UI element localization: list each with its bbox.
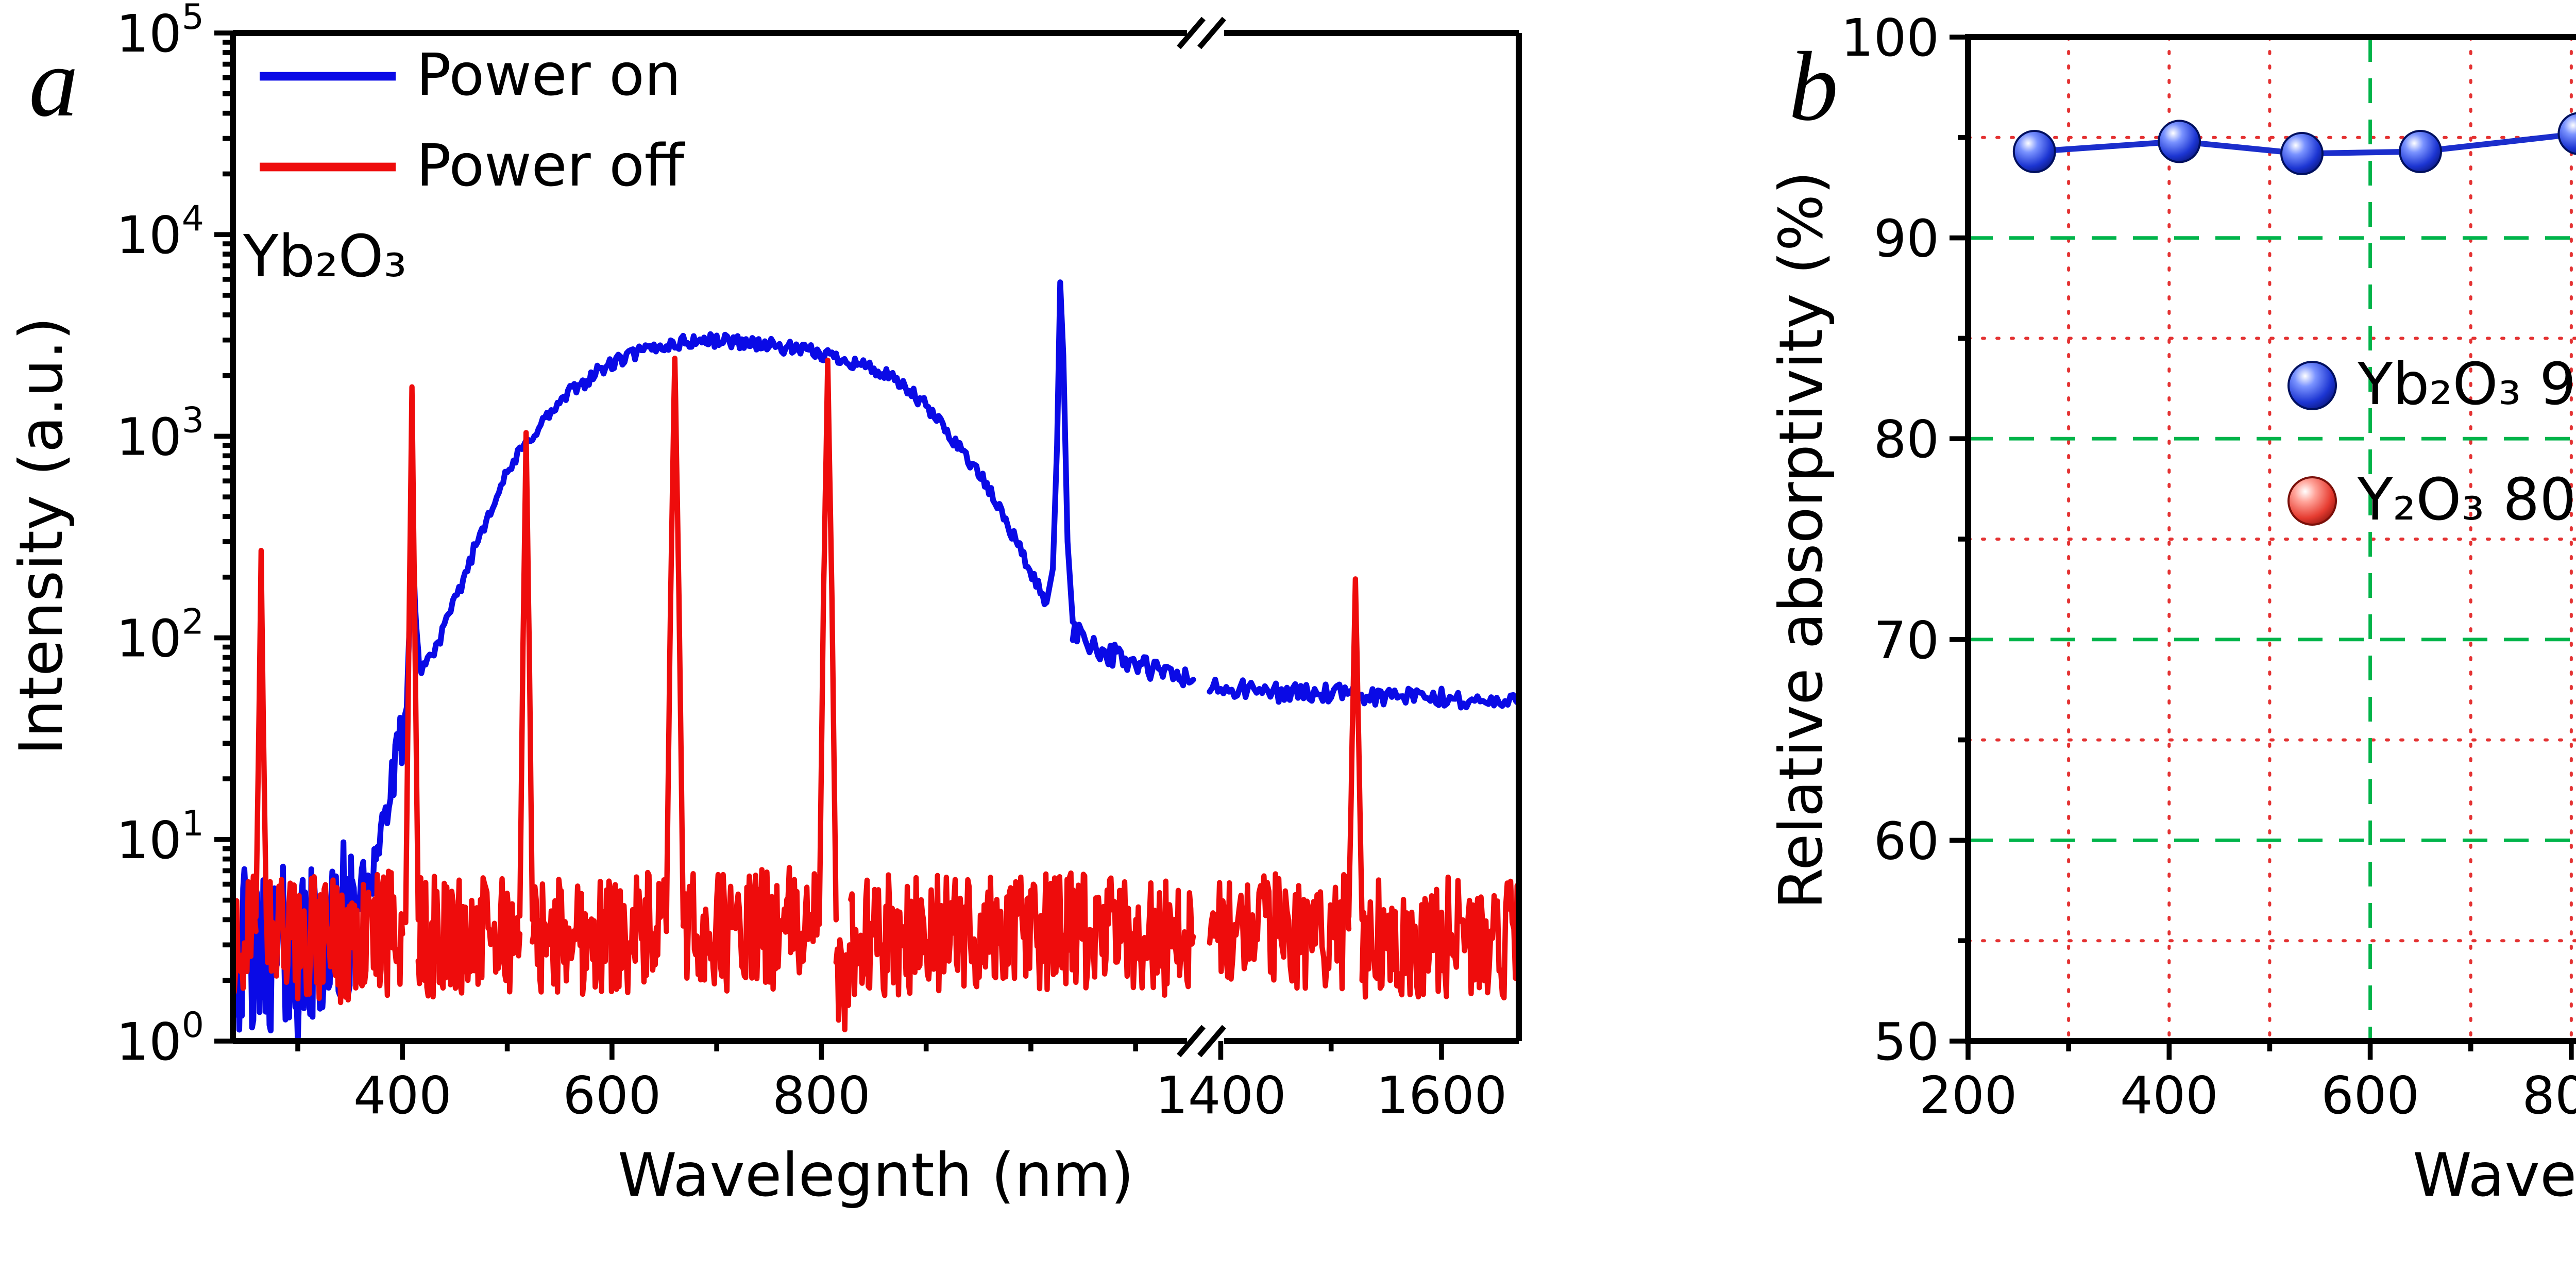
data-point-yb2o3 xyxy=(2158,120,2201,163)
legend-yb2o3-sphere-icon xyxy=(2287,361,2337,410)
panel-b-legend: Yb₂O₃ 980 nm laser pump Y₂O₃ 808 nm lase… xyxy=(2287,351,2576,533)
y-tick-label: 105 xyxy=(116,0,204,64)
panel-a-curves-layer xyxy=(233,279,1519,1041)
y-tick-label: 100 xyxy=(1841,8,1939,68)
panel-b: 2004006008001000120014001600506070809010… xyxy=(1767,8,2576,1210)
legend-y2o3-sphere-icon xyxy=(2287,476,2337,526)
curve-power-off xyxy=(233,873,259,995)
panel-b-x-axis-title: Wavelength (nm) xyxy=(2413,1141,2576,1210)
panel-a-legend: Power on Power off xyxy=(260,42,686,199)
panel-a-frame xyxy=(230,30,1522,1044)
y-tick-label: 50 xyxy=(1874,1012,1939,1072)
data-point-yb2o3 xyxy=(2399,130,2442,173)
axis-break-mark xyxy=(1177,1025,1206,1058)
y-tick-label: 102 xyxy=(116,602,204,669)
legend-power-off-label: Power off xyxy=(416,132,686,199)
y-tick-label: 101 xyxy=(116,804,204,871)
x-tick-label: 800 xyxy=(2522,1065,2576,1126)
sample-annotation: Yb₂O₃ xyxy=(243,223,406,290)
x-tick-label: 800 xyxy=(772,1065,871,1126)
legend-yb2o3-label: Yb₂O₃ 980 nm laser pump xyxy=(2357,351,2576,418)
curve-power-off xyxy=(1207,871,1352,992)
axis-break-mark xyxy=(1177,16,1206,49)
curve-power-off xyxy=(253,547,269,923)
panel-a: 400 600 800 1400 1600 100 101 102 103 104 105 a Wa… xyxy=(7,0,1522,1210)
curve-power-off xyxy=(680,865,822,994)
curve-power-off xyxy=(664,355,686,924)
panel-a-letter: a xyxy=(29,27,78,137)
curve-power-off xyxy=(848,870,1196,998)
curve-power-on xyxy=(349,705,410,926)
panel-a-y-axis-title: Intensity (a.u.) xyxy=(7,317,76,756)
x-tick-label: 1400 xyxy=(1155,1065,1286,1126)
y-tick-label: 90 xyxy=(1874,209,1939,269)
panel-b-grid-layer xyxy=(1968,37,2576,1041)
curve-power-off xyxy=(1359,874,1519,1001)
curve-power-off xyxy=(403,384,421,926)
panel-b-y-axis-title: Relative absorptivity (%) xyxy=(1767,171,1836,909)
legend-y2o3-label: Y₂O₃ 808 nm laser pump xyxy=(2357,466,2576,533)
data-point-yb2o3 xyxy=(2280,132,2324,175)
curve-power-off xyxy=(817,357,839,923)
panel-b-frame-layer: 2004006008001000120014001600506070809010… xyxy=(1841,8,2576,1126)
curve-power-off xyxy=(1346,576,1365,923)
panel-b-letter: b xyxy=(1789,31,1838,141)
panel-b-data-layer xyxy=(2012,112,2576,175)
curve-power-off xyxy=(530,869,669,997)
data-point-yb2o3 xyxy=(2557,112,2576,155)
curve-power-off xyxy=(415,874,523,1000)
y-tick-label: 70 xyxy=(1874,610,1939,671)
curve-power-on xyxy=(1070,621,1196,689)
x-tick-label: 600 xyxy=(2321,1065,2419,1126)
x-tick-label: 400 xyxy=(353,1065,452,1126)
x-tick-label: 1600 xyxy=(1376,1065,1507,1126)
panel-a-frame-layer: 400 600 800 1400 1600 100 101 102 103 104 105 xyxy=(116,0,1522,1126)
y-tick-label: 100 xyxy=(116,1005,204,1072)
curve-power-on xyxy=(416,331,1049,676)
axis-break-mark xyxy=(1197,16,1226,49)
data-point-yb2o3 xyxy=(2012,130,2056,173)
curve-power-on xyxy=(1043,279,1076,625)
x-tick-label: 600 xyxy=(563,1065,661,1126)
curve-power-on xyxy=(1207,677,1519,711)
x-tick-label: 200 xyxy=(1919,1065,2018,1126)
curve-power-off xyxy=(517,430,535,923)
curve-power-off xyxy=(263,868,405,1006)
y-tick-label: 80 xyxy=(1874,409,1939,470)
y-tick-label: 103 xyxy=(116,400,204,467)
panel-b-frame xyxy=(1965,34,2576,1044)
y-tick-label: 60 xyxy=(1874,811,1939,871)
curve-power-off xyxy=(833,937,854,1032)
legend-power-on-label: Power on xyxy=(416,42,681,109)
panel-a-x-axis-title: Wavelegnth (nm) xyxy=(618,1141,1134,1210)
axis-break-mark xyxy=(1197,1025,1226,1058)
x-tick-label: 400 xyxy=(2120,1065,2218,1126)
y-tick-label: 104 xyxy=(116,198,204,265)
